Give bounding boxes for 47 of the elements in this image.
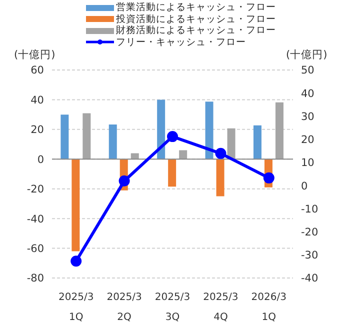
legend-label: 営業活動によるキャッシュ・フロー	[116, 2, 276, 14]
y2-tick-label: 0	[301, 180, 308, 192]
y-tick-label: -80	[26, 272, 44, 285]
y-tick-label: 0	[37, 154, 44, 166]
y2-tick-label: -20	[301, 226, 318, 239]
y2-tick-label: -40	[301, 272, 318, 285]
bar	[72, 159, 80, 252]
y-tick-label: 40	[30, 94, 44, 106]
y2-tick-label: -10	[301, 203, 318, 216]
point	[263, 172, 274, 184]
y2-tick-label: 20	[301, 134, 314, 146]
y2-tick-label: -30	[301, 250, 318, 262]
y2-tick-label: 50	[301, 64, 314, 77]
legend-label: 財務活動によるキャッシュ・フロー	[116, 25, 276, 36]
point	[215, 148, 226, 159]
legend-label: フリー・キャッシュ・フロー	[116, 36, 246, 48]
legend-label: 投資活動によるキャッシュ・フロー	[116, 14, 276, 25]
bar	[275, 102, 284, 160]
bar	[205, 102, 214, 160]
bar	[130, 153, 139, 160]
y-tick-label: 20	[30, 124, 44, 136]
point	[118, 175, 130, 186]
y2-tick-label: 10	[301, 157, 314, 170]
bar	[82, 113, 91, 160]
y-axis-title: (十億円)	[14, 48, 56, 62]
x-tick-label: 2026/3 1Q	[251, 292, 286, 323]
x-tick-label: 2025/3 1Q	[58, 292, 94, 323]
bar	[227, 128, 236, 160]
y-tick-label: 60	[30, 64, 44, 77]
bar	[108, 124, 117, 160]
bar	[60, 114, 69, 160]
y-tick-label: -60	[26, 243, 44, 256]
bar	[168, 159, 176, 187]
point	[167, 131, 178, 142]
x-tick-label: 2025/3 4Q	[203, 292, 238, 323]
bar	[216, 159, 224, 196]
y-tick-label: -20	[26, 184, 44, 196]
bar	[157, 100, 166, 160]
bar	[179, 150, 188, 160]
x-tick-label: 2025/3 3Q	[154, 292, 190, 323]
y2-axis-title: (十億円)	[286, 48, 328, 62]
y2-tick-label: 30	[301, 110, 314, 123]
y-tick-label: -40	[26, 213, 44, 226]
point	[70, 256, 82, 267]
y2-tick-label: 40	[301, 88, 314, 100]
x-tick-label: 2025/3 2Q	[106, 292, 142, 323]
bar	[253, 125, 262, 160]
